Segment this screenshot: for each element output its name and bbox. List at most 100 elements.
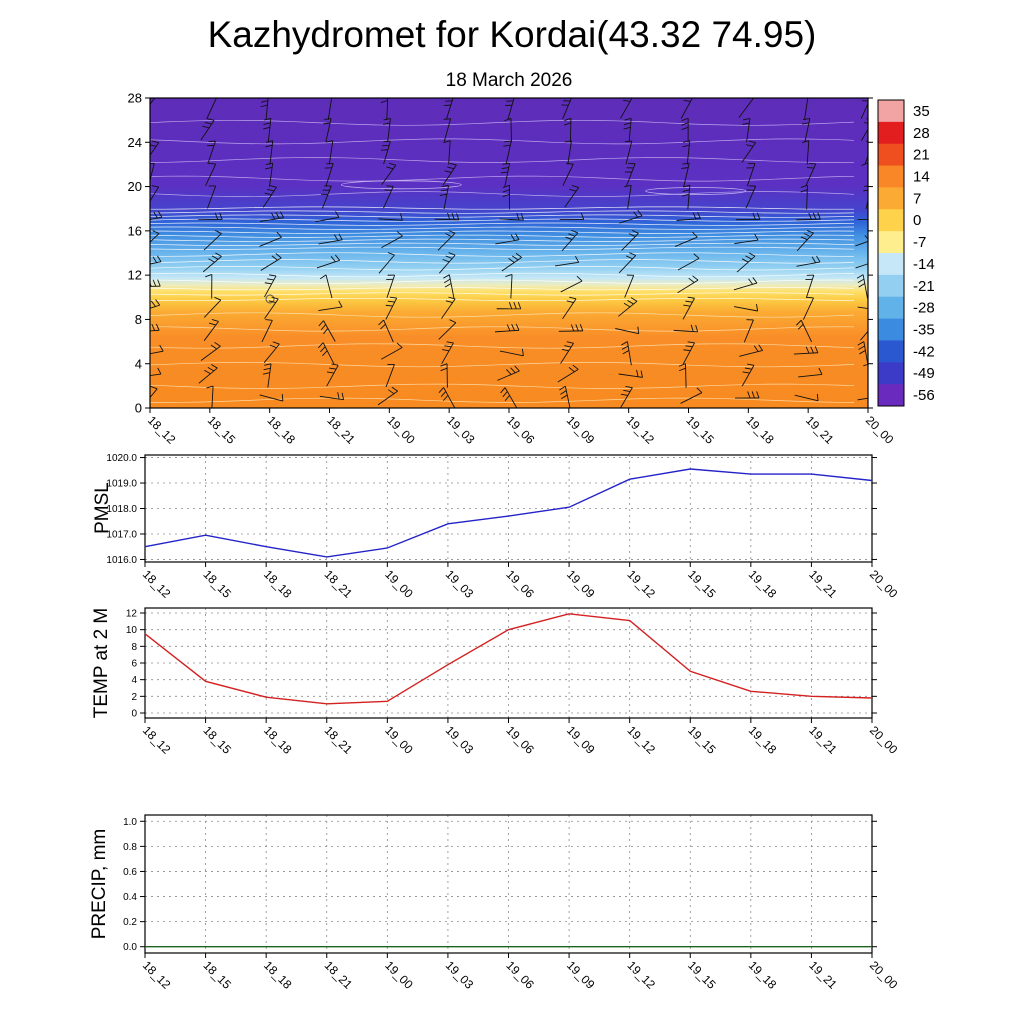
svg-text:12: 12 [128,268,142,283]
svg-text:19_12: 19_12 [624,413,658,447]
svg-text:18_12: 18_12 [140,958,174,992]
svg-text:0: 0 [913,212,921,229]
svg-text:19_15: 19_15 [683,413,717,447]
svg-text:19_06: 19_06 [503,958,537,992]
svg-text:19_21: 19_21 [806,723,840,757]
svg-text:8: 8 [131,642,137,653]
svg-text:18_21: 18_21 [324,413,358,447]
svg-text:19_12: 19_12 [625,723,659,757]
svg-text:19_06: 19_06 [503,567,537,601]
svg-text:12: 12 [126,609,138,620]
svg-text:19_00: 19_00 [382,958,416,992]
svg-text:19_21: 19_21 [806,567,840,601]
svg-text:20: 20 [128,179,142,194]
svg-text:19_15: 19_15 [685,723,719,757]
svg-text:19_18: 19_18 [746,958,780,992]
svg-text:18_18: 18_18 [265,413,299,447]
svg-text:24: 24 [128,135,142,150]
svg-text:-56: -56 [913,387,935,404]
svg-text:19_18: 19_18 [746,723,780,757]
temperature-section: 0 4 8 12 16 20 24 28 18_12 18_15 18_18 18_21 19_00 19… [128,91,897,447]
svg-text:19_12: 19_12 [625,958,659,992]
svg-text:1017.0: 1017.0 [106,529,137,540]
pmsl-chart: 1016.0 1017.0 1018.0 1019.0 1020.0 18_12 18_15… [106,453,900,601]
svg-text:28: 28 [128,91,142,106]
svg-text:19_09: 19_09 [564,413,598,447]
svg-text:19_00: 19_00 [382,723,416,757]
svg-text:19_18: 19_18 [743,413,777,447]
svg-text:19_21: 19_21 [806,958,840,992]
svg-text:35: 35 [913,103,930,120]
svg-text:0: 0 [135,401,142,416]
svg-text:28: 28 [913,125,930,142]
svg-text:19_21: 19_21 [803,413,837,447]
svg-text:19_15: 19_15 [685,567,719,601]
svg-text:19_03: 19_03 [443,567,477,601]
svg-text:1016.0: 1016.0 [106,555,137,566]
svg-text:6: 6 [131,659,137,670]
svg-text:7: 7 [913,190,921,207]
svg-text:10: 10 [126,625,138,636]
svg-text:0: 0 [131,709,137,720]
svg-text:0.2: 0.2 [123,917,137,928]
svg-text:18_15: 18_15 [200,567,234,601]
svg-text:21: 21 [913,147,930,164]
svg-text:4: 4 [135,356,142,371]
precip-chart: 0.0 0.2 0.4 0.6 0.8 1.0 18_12 18_15 18_18 18_21 19… [123,814,901,992]
svg-text:18_12: 18_12 [145,413,179,447]
svg-text:14: 14 [913,169,930,186]
svg-text:0.8: 0.8 [123,842,137,853]
svg-text:19_09: 19_09 [564,567,598,601]
svg-text:19_09: 19_09 [564,723,598,757]
svg-text:-28: -28 [913,300,935,317]
svg-text:-7: -7 [913,234,926,251]
svg-text:18_15: 18_15 [205,413,239,447]
svg-text:18_21: 18_21 [322,567,356,601]
svg-text:19_18: 19_18 [746,567,780,601]
pmsl-axis-label: PMSL [92,482,113,534]
svg-text:0.6: 0.6 [123,867,137,878]
svg-text:18_12: 18_12 [140,723,174,757]
svg-text:19_12: 19_12 [625,567,659,601]
svg-text:0.0: 0.0 [123,942,137,953]
date-subtitle: 18 March 2026 [445,70,573,91]
svg-text:20_00: 20_00 [867,958,901,992]
temp-axis-label: TEMP at 2 M [91,607,112,719]
svg-text:20_00: 20_00 [863,413,897,447]
svg-text:1019.0: 1019.0 [106,479,137,490]
svg-text:18_15: 18_15 [200,958,234,992]
svg-text:-42: -42 [913,343,935,360]
svg-text:1018.0: 1018.0 [106,504,137,515]
svg-text:19_15: 19_15 [685,958,719,992]
svg-text:18_18: 18_18 [261,567,295,601]
svg-text:-35: -35 [913,322,935,339]
svg-text:18_18: 18_18 [261,723,295,757]
svg-text:18_18: 18_18 [261,958,295,992]
svg-text:20_00: 20_00 [867,567,901,601]
wind-barbs [150,98,868,408]
svg-text:1.0: 1.0 [123,817,137,828]
svg-text:-21: -21 [913,278,935,295]
precip-axis-label: PRECIP, mm [89,828,110,940]
svg-text:19_00: 19_00 [384,413,418,447]
svg-text:19_03: 19_03 [443,723,477,757]
svg-text:18_21: 18_21 [322,723,356,757]
svg-text:4: 4 [131,675,137,686]
svg-text:19_09: 19_09 [564,958,598,992]
svg-text:-14: -14 [913,256,935,273]
svg-text:19_03: 19_03 [443,958,477,992]
svg-text:16: 16 [128,223,142,238]
svg-text:19_00: 19_00 [382,567,416,601]
svg-text:19_03: 19_03 [444,413,478,447]
svg-text:8: 8 [135,312,142,327]
svg-text:1020.0: 1020.0 [106,453,137,464]
temp2m-chart: 0 2 4 6 8 10 12 18_12 18_15 18_18 18_21 19_00 19_03 1… [126,607,901,757]
svg-text:18_21: 18_21 [322,958,356,992]
svg-text:2: 2 [131,692,137,703]
svg-text:18_15: 18_15 [200,723,234,757]
svg-text:19_06: 19_06 [503,723,537,757]
svg-text:-49: -49 [913,365,935,382]
colorbar: 35 28 21 14 7 0 -7 -14 -21 -28 -35 -42 -49 -56 [877,99,935,407]
